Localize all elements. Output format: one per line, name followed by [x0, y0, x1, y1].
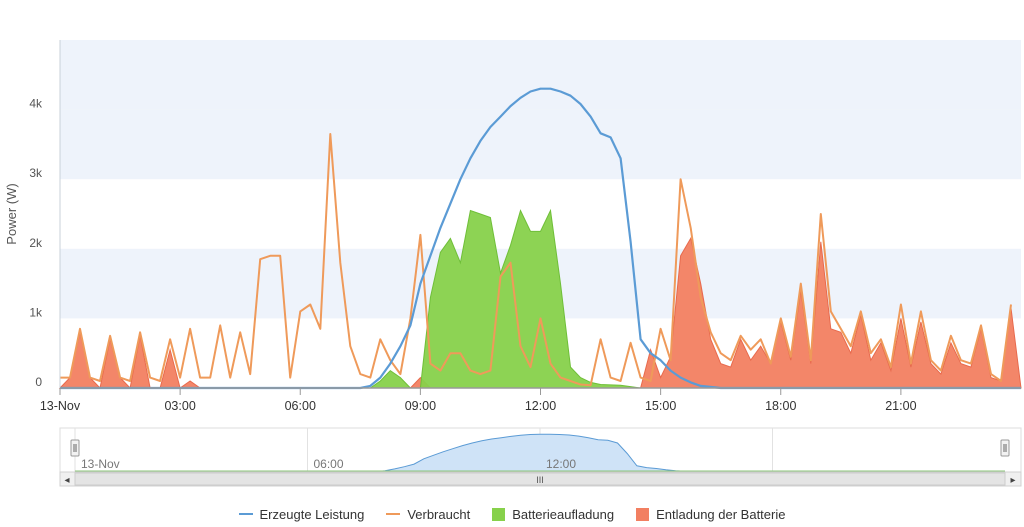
navigator-tick-label: 13-Nov	[81, 457, 120, 471]
navigator-tick-label: 06:00	[314, 457, 344, 471]
y-tick-label: 3k	[29, 166, 43, 180]
handle-body	[1000, 439, 1010, 457]
scrollbar-left-arrow[interactable]: ◂	[64, 475, 69, 486]
x-tick-label: 03:00	[164, 399, 195, 413]
y-tick-label: 1k	[29, 305, 43, 319]
legend-swatch	[238, 513, 253, 515]
legend-label: Erzeugte Leistung	[259, 506, 365, 522]
x-tick-label: 15:00	[645, 399, 676, 413]
legend-item-batterieaufladung[interactable]: Batterieaufladung	[492, 507, 614, 522]
power-chart: Power (W) 0 1k 2k 3k 4k 13-Nov 03:00 06:00 09:00 1…	[4, 40, 1022, 413]
y-tick-label: 0	[35, 375, 42, 389]
legend-item-entladung-der-batterie[interactable]: Entladung der Batterie	[636, 507, 785, 522]
legend-swatch	[386, 513, 401, 515]
scrollbar-right-arrow[interactable]: ▸	[1010, 475, 1015, 486]
scrollbar[interactable]: ◂ ▸ III	[59, 471, 1022, 487]
navigator-tick-label: 12:00	[546, 457, 576, 471]
x-tick-label: 06:00	[285, 399, 316, 413]
legend-swatch	[636, 507, 650, 521]
scrollbar-thumb[interactable]	[74, 472, 1006, 486]
series-erzeugte-leistung-line	[60, 87, 1021, 390]
legend-swatch	[492, 507, 506, 521]
handle-body	[70, 439, 80, 457]
legend-label: Batterieaufladung	[512, 506, 615, 522]
y-tick-label: 2k	[29, 236, 43, 250]
legend-label: Entladung der Batterie	[656, 506, 786, 522]
chart-legend: Erzeugte Leistung Verbraucht Batterieauf…	[0, 503, 1024, 525]
x-tick-label: 13-Nov	[40, 399, 81, 413]
time-navigator[interactable]: 13-Nov 06:00 12:00 ◂ ▸ III	[0, 420, 1024, 492]
legend-item-verbraucht[interactable]: Verbraucht	[386, 507, 470, 522]
x-tick-label: 09:00	[405, 399, 436, 413]
x-tick-label: 18:00	[765, 399, 796, 413]
scrollbar-grip[interactable]: III	[536, 475, 544, 485]
navigator-left-handle[interactable]	[70, 439, 80, 457]
navigator-right-handle[interactable]	[1000, 439, 1010, 457]
x-tick-label: 21:00	[885, 399, 916, 413]
legend-label: Verbraucht	[407, 506, 471, 522]
plot-band	[60, 40, 1021, 110]
navigator-series-area	[75, 433, 1005, 473]
legend-item-erzeugte-leistung[interactable]: Erzeugte Leistung	[238, 506, 365, 522]
series-verbraucht-line	[60, 133, 1012, 387]
y-axis-label: Power (W)	[4, 183, 19, 244]
plot-band	[60, 109, 1021, 180]
y-tick-label: 4k	[29, 97, 43, 111]
x-tick-label: 12:00	[525, 399, 556, 413]
